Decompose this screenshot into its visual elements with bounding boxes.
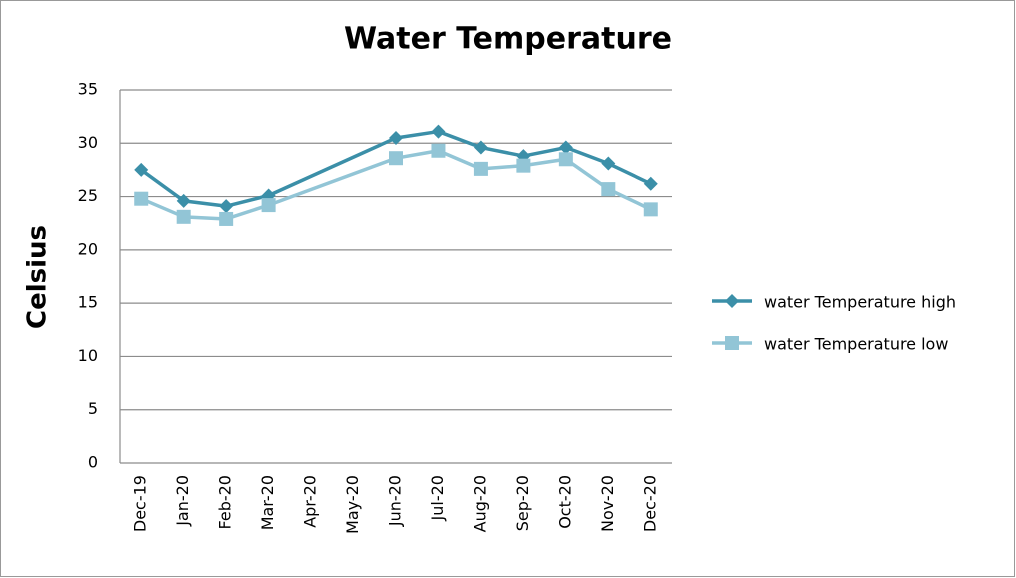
x-tick-label: Oct-20 [555, 475, 574, 529]
x-tick-label: Jun-20 [386, 475, 405, 527]
data-point [389, 151, 403, 166]
data-point [643, 202, 658, 217]
data-point [176, 209, 191, 224]
data-point [431, 143, 446, 158]
data-point [473, 140, 488, 155]
line-segment [268, 156, 397, 207]
x-tick-label: Sep-20 [513, 475, 532, 531]
line-segment [523, 157, 567, 168]
y-tick-label: 25 [78, 186, 98, 205]
x-tick-label: Dec-19 [131, 475, 150, 532]
data-point [516, 158, 531, 173]
legend-label: water Temperature low [764, 335, 948, 354]
line-segment [437, 149, 482, 171]
line-segment [267, 136, 397, 198]
data-point [176, 193, 191, 208]
x-tick-label: Dec-20 [640, 475, 659, 532]
line-segment [225, 193, 270, 208]
line-segment [183, 199, 227, 208]
line-segment [523, 145, 567, 158]
x-tick-label: Feb-20 [216, 475, 235, 529]
data-point [643, 176, 658, 191]
data-point [219, 199, 234, 214]
y-tick-label: 35 [78, 80, 98, 99]
y-axis-label: Celsius [23, 225, 53, 329]
line-segment [480, 163, 524, 171]
line-segment [564, 157, 610, 191]
data-point [431, 124, 446, 139]
data-point [219, 211, 234, 226]
x-tick-label: Aug-20 [470, 475, 489, 532]
y-tick-label: 15 [78, 293, 98, 312]
data-point [389, 130, 403, 145]
line-segment [437, 129, 482, 150]
data-point [558, 140, 573, 155]
x-tick-label: Jul-20 [428, 475, 447, 521]
data-point [134, 191, 149, 206]
legend-label: water Temperature high [764, 293, 956, 312]
line-segment [607, 161, 652, 186]
line-segment [140, 197, 185, 219]
y-tick-label: 30 [78, 133, 98, 152]
data-point [473, 161, 488, 176]
y-tick-label: 0 [88, 453, 98, 472]
legend-marker [725, 336, 739, 350]
x-tick-label: May-20 [343, 475, 362, 534]
line-segment [140, 168, 185, 203]
x-tick-label: Nov-20 [598, 475, 617, 532]
x-tick-label: Mar-20 [258, 475, 277, 530]
x-tick-label: Apr-20 [301, 475, 320, 528]
line-segment [183, 215, 227, 221]
line-segment [480, 145, 524, 158]
y-tick-label: 10 [78, 346, 98, 365]
data-point [558, 152, 573, 167]
data-point [601, 182, 616, 197]
y-tick-label: 5 [88, 399, 98, 418]
data-point [134, 162, 149, 177]
line-segment [395, 149, 439, 160]
y-tick-label: 20 [78, 239, 98, 258]
legend-marker [725, 294, 739, 308]
line-segment [225, 203, 270, 221]
data-point [601, 156, 616, 171]
line-segment [395, 129, 439, 140]
chart-title: Water Temperature [344, 22, 672, 57]
x-tick-label: Jan-20 [173, 475, 192, 527]
line-segment [565, 145, 609, 166]
data-point [261, 198, 276, 213]
line-segment [607, 187, 652, 211]
